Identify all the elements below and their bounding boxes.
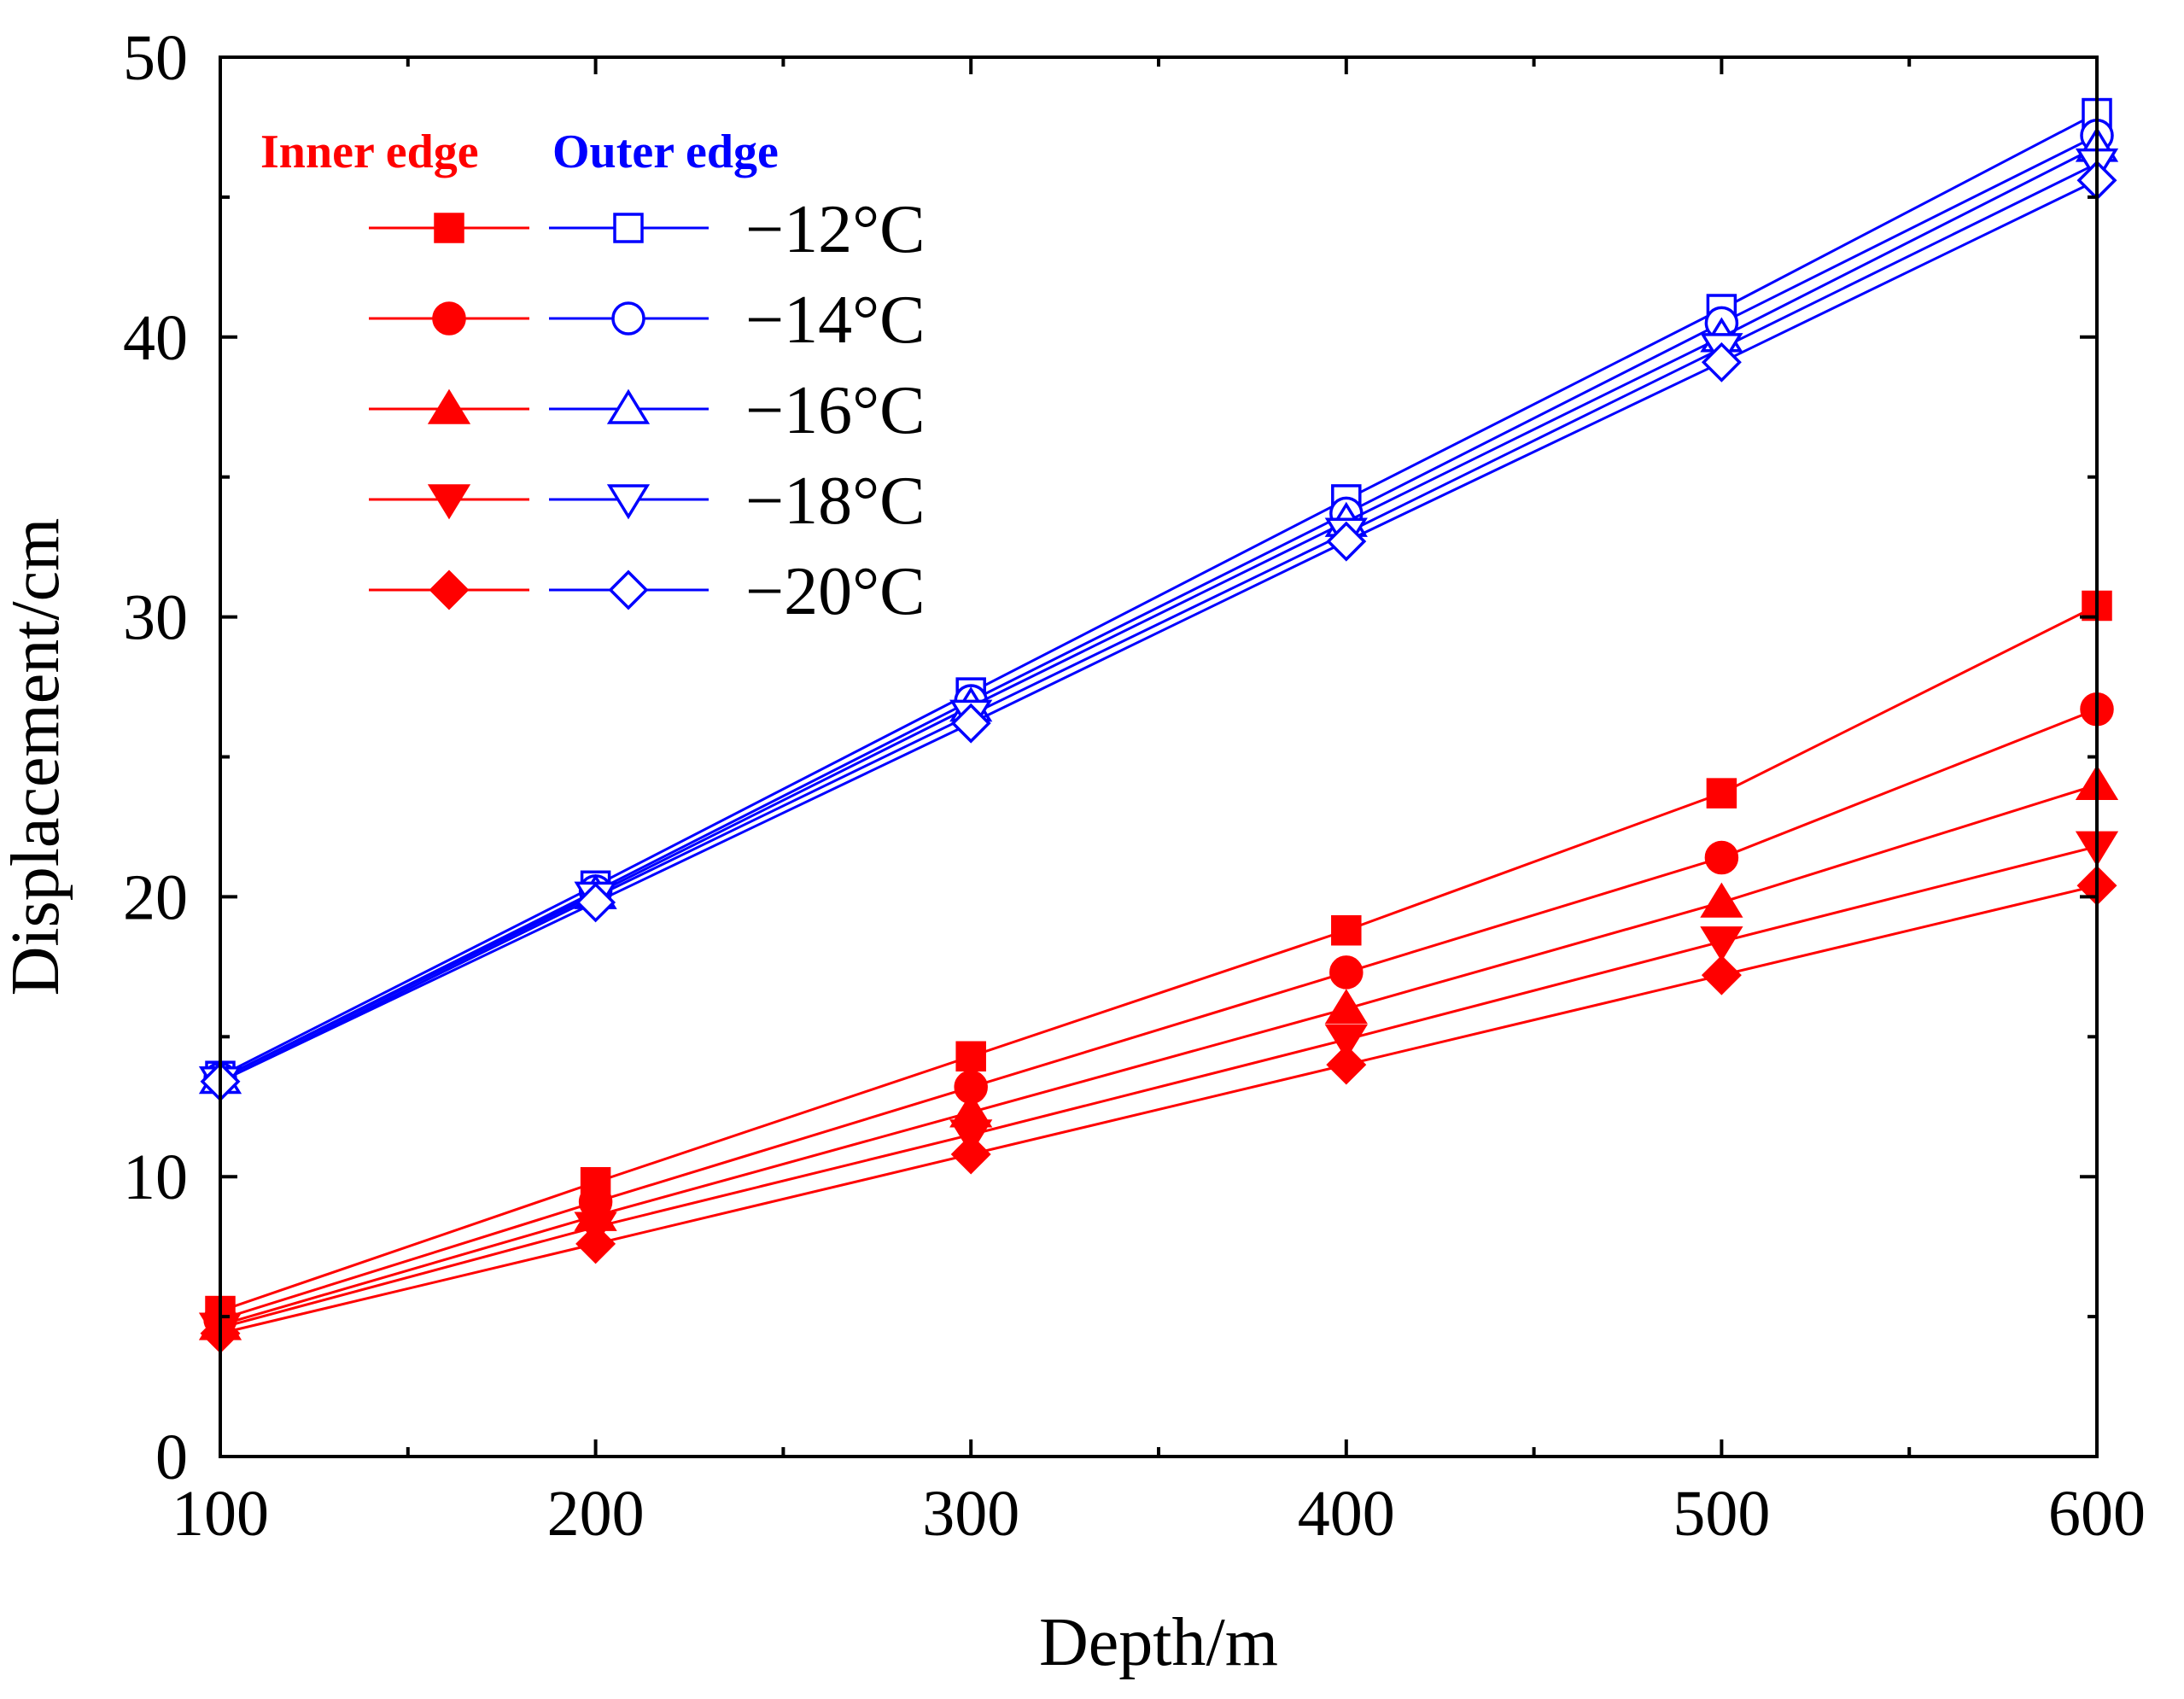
data-point [432,301,466,336]
x-tick-label: 500 [1673,1478,1770,1550]
legend-header-inner: Inner edge [260,126,479,178]
series-line [219,783,2098,1327]
x-tick-label: 300 [922,1478,1019,1550]
data-point [950,1134,991,1175]
data-point [1704,840,1739,875]
x-tick-label: 400 [1298,1478,1395,1550]
series-line [219,162,2098,1083]
data-point [1331,914,1362,946]
data-point [1700,882,1743,918]
data-point [950,703,991,744]
x-tick-label: 100 [172,1478,269,1550]
series-line [219,844,2098,1329]
series-line [219,604,2098,1312]
y-tick-label: 0 [155,1422,188,1493]
legend-entry: −20°C [369,554,925,629]
legend-label: −16°C [745,373,925,448]
data-point [611,301,645,336]
data-point [427,484,471,520]
y-tick-label: 50 [123,22,188,94]
data-point [1701,342,1742,382]
series-line [219,112,2098,1077]
data-point [1700,926,1743,962]
y-tick-label: 30 [123,582,188,654]
data-point [606,484,651,520]
data-point [613,213,644,243]
x-tick-label: 200 [547,1478,645,1550]
series-inner-4 [200,865,2117,1354]
data-point [575,1223,616,1264]
legend: Inner edge Outer edge −12°C −14°C −16°C −18… [260,126,925,629]
data-point [1701,955,1742,995]
legend-entry: −18°C [369,464,925,539]
legend-entry: −14°C [369,283,925,358]
data-point [1326,1044,1367,1085]
data-point [429,569,470,610]
data-point [1329,955,1364,990]
y-tick-label: 40 [123,302,188,374]
series-line [219,884,2098,1335]
data-point [1324,1024,1368,1060]
y-axis-label: Displacement/cm [0,518,73,996]
data-point [434,213,464,243]
series-line [219,708,2098,1321]
x-tick-label: 600 [2048,1478,2146,1550]
legend-label: −18°C [745,464,925,539]
data-point [608,569,649,610]
data-point [1324,989,1368,1025]
legend-entry: −12°C [369,192,925,267]
data-point [955,1041,986,1071]
data-point [1326,521,1367,562]
series-line [219,134,2098,1080]
y-tick-label: 20 [123,861,188,933]
legend-header-outer: Outer edge [552,126,779,178]
data-point [1706,778,1737,809]
legend-label: −20°C [745,554,925,629]
data-point [427,388,471,424]
x-axis-label: Depth/m [1039,1605,1278,1680]
legend-label: −14°C [745,283,925,358]
legend-entry: −16°C [369,373,925,448]
series-inner-1 [203,692,2114,1337]
data-point [575,882,616,923]
y-tick-label: 10 [123,1141,188,1213]
legend-label: −12°C [745,192,925,267]
series-line [219,145,2098,1080]
series-line [219,178,2098,1083]
data-point [606,388,651,424]
